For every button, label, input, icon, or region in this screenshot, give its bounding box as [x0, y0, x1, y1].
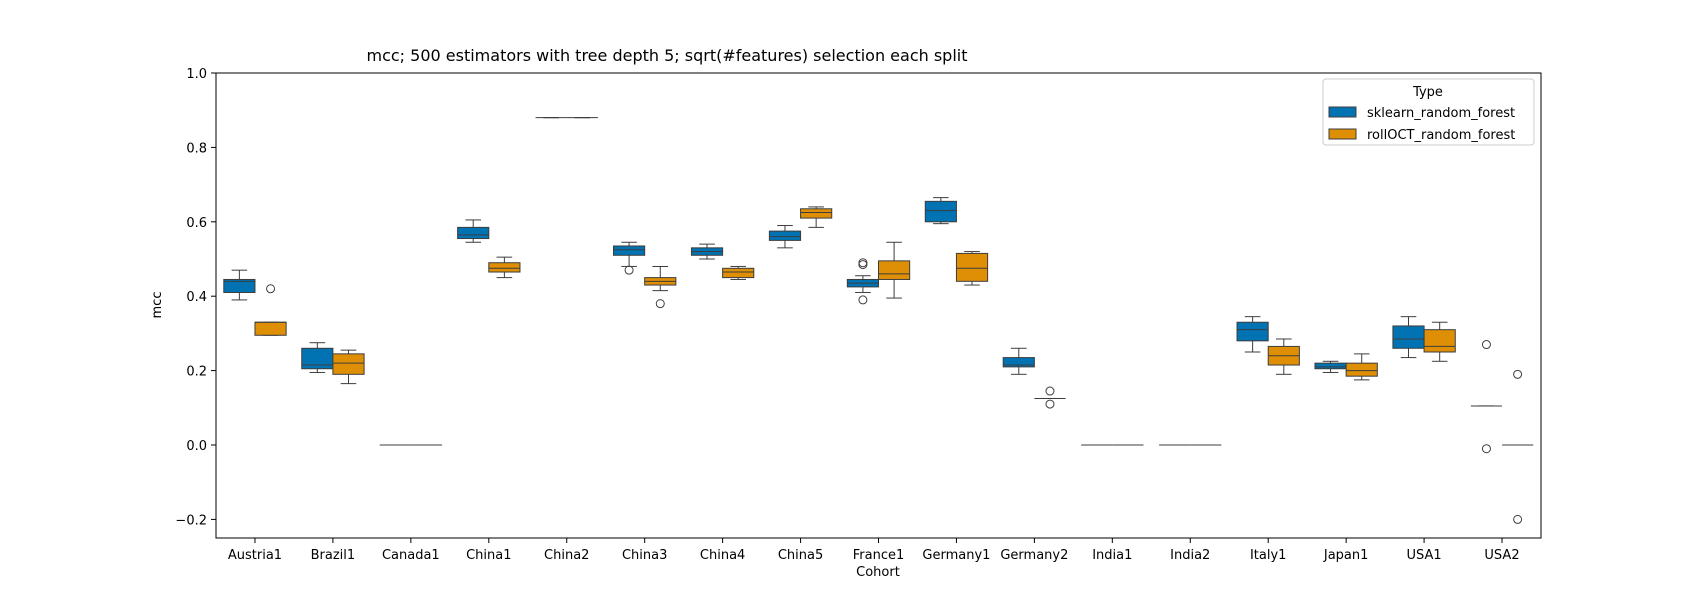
box-body [722, 267, 755, 279]
box-body [223, 278, 256, 293]
box-body [955, 252, 989, 282]
box-body [301, 347, 334, 370]
box-body [1002, 357, 1035, 368]
x-tick-label: Italy1 [1250, 548, 1286, 563]
outlier-point [655, 299, 665, 309]
box-body [1423, 329, 1456, 353]
plot-marks [223, 117, 1534, 524]
box-sklearn_random_forest-China4 [690, 243, 724, 260]
box-sklearn_random_forest-Japan1 [1314, 360, 1347, 373]
box-rollOCT_random_forest-Italy1 [1267, 338, 1300, 375]
x-tick-label: USA1 [1406, 548, 1441, 563]
outlier-point [266, 284, 276, 294]
x-tick-label: India1 [1092, 548, 1132, 563]
outlier-point [858, 260, 868, 270]
y-tick-label: 0.2 [186, 365, 207, 380]
box-rollOCT_random_forest-Brazil1 [332, 349, 365, 385]
x-tick-label: Austria1 [228, 548, 282, 563]
box-rollOCT_random_forest-Japan1 [1345, 353, 1378, 381]
box-sklearn_random_forest-Germany1 [924, 197, 957, 225]
x-tick-label: France1 [853, 548, 905, 563]
box-sklearn_random_forest-Italy1 [1236, 316, 1269, 353]
box-sklearn_random_forest-USA1 [1392, 316, 1425, 359]
x-axis-label: Cohort [856, 565, 900, 580]
box-sklearn_random_forest-Germany2 [1002, 347, 1035, 375]
legend-swatch-sklearn [1328, 106, 1357, 118]
y-axis-ticks: −0.2 0.0 0.2 0.4 0.6 0.8 1.0 [175, 67, 216, 528]
x-tick-label: China4 [700, 548, 745, 563]
box-rollOCT_random_forest-China3 [644, 265, 677, 309]
box-body [1314, 362, 1347, 370]
box-body [800, 208, 833, 219]
box-sklearn_random_forest-China5 [768, 225, 802, 249]
y-tick-label: 0.8 [186, 141, 207, 156]
legend-entry-sklearn: sklearn_random_forest [1367, 106, 1515, 121]
box-sklearn_random_forest-Austria1 [223, 269, 256, 301]
x-tick-label: Germany2 [1000, 548, 1068, 563]
box-body [924, 200, 957, 223]
legend-swatch-rolloct [1328, 128, 1357, 140]
outlier-point [1513, 514, 1523, 524]
box-sklearn_random_forest-China3 [613, 241, 646, 275]
chart-title: mcc; 500 estimators with tree depth 5; s… [367, 46, 968, 65]
box-rollOCT_random_forest-China5 [800, 206, 833, 228]
legend-title: Type [1412, 85, 1443, 100]
x-axis-ticks: Austria1 Brazil1 Canada1 China1 China2 China3… [228, 538, 1520, 563]
box-rollOCT_random_forest-USA1 [1423, 321, 1456, 362]
legend-frame [1322, 78, 1535, 146]
box-sklearn_random_forest-Brazil1 [301, 342, 334, 373]
box-body [878, 260, 911, 280]
x-tick-label: USA2 [1484, 548, 1519, 563]
x-tick-label: Brazil1 [311, 548, 356, 563]
plot-frame [215, 72, 1542, 539]
y-axis-label: mcc [150, 292, 165, 319]
box-body [1392, 325, 1425, 349]
outlier-point [624, 265, 634, 275]
box-sklearn_random_forest-China1 [457, 219, 490, 243]
box-body [1345, 362, 1378, 377]
y-tick-label: 0.4 [186, 290, 207, 305]
x-tick-label: China3 [622, 548, 667, 563]
box-body [488, 262, 521, 273]
legend-entry-rolloct: rollOCT_random_forest [1367, 128, 1515, 143]
box-body [768, 230, 802, 241]
legend: Type sklearn_random_forest rollOCT_rando… [1322, 78, 1535, 146]
x-tick-label: India2 [1170, 548, 1210, 563]
x-tick-label: Canada1 [382, 548, 440, 563]
box-body [613, 245, 646, 256]
x-tick-label: China1 [466, 548, 511, 563]
outlier-point [1481, 444, 1491, 454]
box-sklearn_random_forest-USA2 [1470, 340, 1503, 454]
x-tick-label: China2 [544, 548, 589, 563]
outlier-point [858, 258, 868, 268]
box-rollOCT_random_forest-France1 [878, 241, 911, 299]
box-rollOCT_random_forest-Austria1 [254, 284, 287, 336]
box-body [254, 321, 287, 336]
x-tick-label: Germany1 [922, 548, 990, 563]
box-rollOCT_random_forest-USA2 [1502, 369, 1534, 524]
x-tick-label: China5 [778, 548, 823, 563]
y-tick-label: 0.6 [186, 216, 207, 231]
box-sklearn_random_forest-France1 [846, 258, 880, 305]
outlier-point [1045, 399, 1055, 409]
x-tick-label: Japan1 [1323, 548, 1369, 563]
box-body [332, 353, 365, 375]
box-rollOCT_random_forest-Germany1 [955, 251, 989, 286]
outlier-point [1045, 386, 1055, 396]
outlier-point [858, 295, 868, 305]
box-rollOCT_random_forest-China1 [488, 256, 521, 279]
y-tick-label: −0.2 [175, 513, 207, 528]
box-body [457, 226, 490, 240]
box-rollOCT_random_forest-Germany2 [1034, 386, 1066, 409]
y-tick-label: 1.0 [186, 67, 207, 82]
y-tick-label: 0.0 [186, 439, 207, 454]
outlier-point [1481, 340, 1491, 350]
outlier-point [1513, 369, 1523, 379]
box-body [1236, 321, 1269, 342]
box-rollOCT_random_forest-China4 [722, 265, 755, 280]
